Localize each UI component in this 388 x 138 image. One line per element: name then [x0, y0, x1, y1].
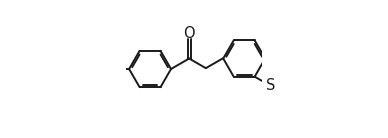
Text: S: S: [266, 78, 275, 93]
Text: O: O: [184, 26, 195, 41]
